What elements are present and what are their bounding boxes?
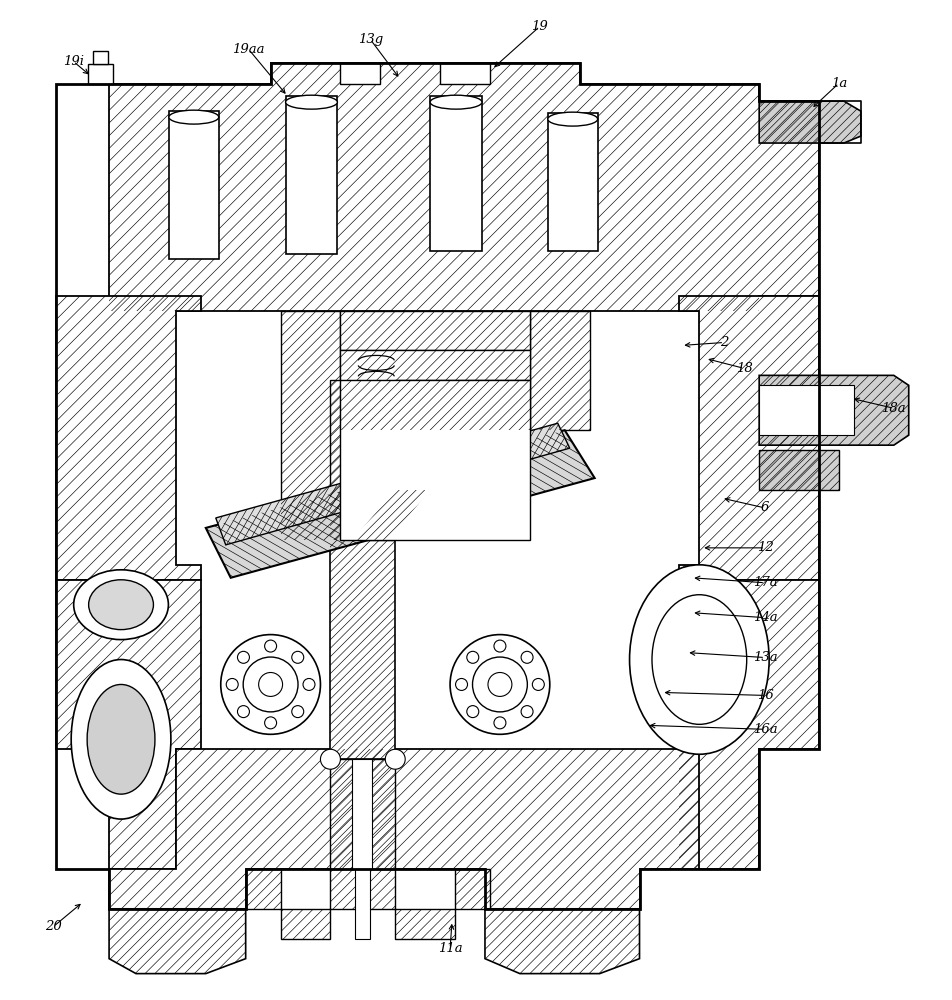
Polygon shape [88, 64, 113, 84]
Polygon shape [759, 101, 860, 143]
Text: 20: 20 [45, 920, 62, 933]
Text: 18: 18 [735, 362, 752, 375]
Polygon shape [56, 580, 201, 869]
Polygon shape [352, 490, 429, 540]
Circle shape [221, 635, 320, 734]
Polygon shape [429, 96, 482, 251]
Text: 19: 19 [531, 20, 547, 33]
Ellipse shape [429, 95, 482, 109]
Polygon shape [286, 96, 337, 254]
Circle shape [258, 672, 283, 696]
Circle shape [487, 672, 511, 696]
Ellipse shape [73, 570, 169, 640]
Ellipse shape [547, 112, 597, 126]
Text: 1a: 1a [830, 77, 846, 90]
Circle shape [493, 717, 506, 729]
Polygon shape [109, 909, 246, 974]
Polygon shape [340, 63, 380, 84]
Text: 11a: 11a [437, 942, 462, 955]
Text: 16a: 16a [752, 723, 777, 736]
Circle shape [226, 678, 238, 690]
Polygon shape [330, 759, 395, 869]
Polygon shape [340, 380, 529, 430]
Circle shape [521, 706, 532, 718]
Polygon shape [440, 63, 489, 84]
Text: 16: 16 [756, 689, 773, 702]
Circle shape [449, 635, 549, 734]
Circle shape [265, 640, 276, 652]
Circle shape [385, 749, 405, 769]
Circle shape [466, 706, 478, 718]
Polygon shape [679, 580, 818, 869]
Polygon shape [340, 311, 529, 350]
Ellipse shape [286, 95, 337, 109]
Circle shape [243, 657, 298, 712]
Circle shape [455, 678, 467, 690]
Polygon shape [529, 311, 589, 430]
Circle shape [521, 651, 532, 663]
Circle shape [466, 651, 478, 663]
Text: 17a: 17a [752, 576, 777, 589]
Circle shape [472, 657, 526, 712]
Ellipse shape [169, 110, 219, 124]
Polygon shape [109, 63, 818, 311]
Polygon shape [679, 296, 818, 580]
Polygon shape [56, 296, 201, 580]
Text: 19aa: 19aa [232, 43, 265, 56]
Circle shape [532, 678, 544, 690]
Polygon shape [352, 759, 372, 869]
Ellipse shape [87, 684, 155, 794]
Polygon shape [330, 350, 529, 540]
Circle shape [291, 651, 304, 663]
Ellipse shape [629, 565, 768, 754]
Ellipse shape [651, 595, 746, 724]
Text: 13a: 13a [752, 651, 777, 664]
Circle shape [320, 749, 340, 769]
Polygon shape [330, 540, 395, 759]
Polygon shape [759, 385, 853, 435]
Text: 18a: 18a [881, 402, 905, 415]
Polygon shape [215, 423, 569, 545]
Polygon shape [759, 450, 838, 490]
Polygon shape [169, 111, 219, 259]
Ellipse shape [71, 660, 170, 819]
Circle shape [265, 717, 276, 729]
Text: 14a: 14a [752, 611, 777, 624]
Polygon shape [109, 749, 699, 909]
Polygon shape [93, 51, 108, 64]
Circle shape [237, 706, 249, 718]
Polygon shape [206, 430, 594, 578]
Polygon shape [246, 869, 489, 939]
Text: 2: 2 [720, 336, 727, 349]
Text: 6: 6 [760, 501, 768, 514]
Circle shape [303, 678, 315, 690]
Polygon shape [340, 380, 529, 540]
Text: 12: 12 [756, 541, 773, 554]
Polygon shape [280, 311, 340, 540]
Polygon shape [759, 375, 908, 445]
Polygon shape [547, 113, 597, 251]
Text: 13g: 13g [357, 33, 383, 46]
Ellipse shape [89, 580, 153, 630]
Polygon shape [485, 909, 639, 974]
Circle shape [291, 706, 304, 718]
Text: 19i: 19i [63, 55, 84, 68]
Polygon shape [355, 869, 370, 939]
Circle shape [237, 651, 249, 663]
Circle shape [493, 640, 506, 652]
